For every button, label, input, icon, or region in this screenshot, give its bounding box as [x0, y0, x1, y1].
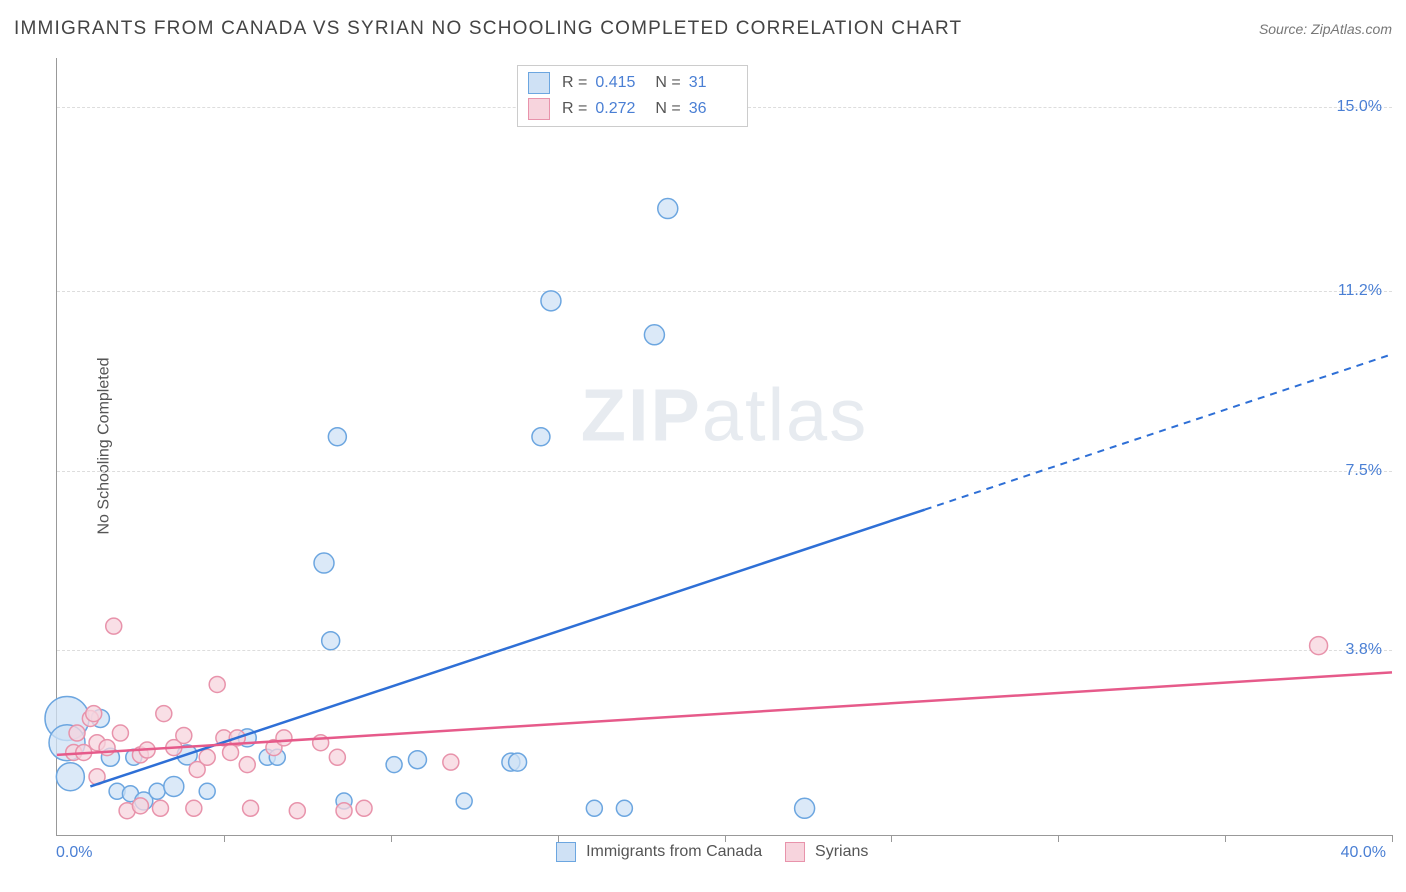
- legend-series2-label: Syrians: [815, 843, 868, 860]
- data-point: [644, 325, 664, 345]
- swatch-icon: [528, 98, 550, 120]
- data-point: [112, 725, 128, 741]
- data-point: [586, 800, 602, 816]
- legend-correlation-box: R = 0.415 N = 31 R = 0.272 N = 36: [517, 65, 748, 127]
- data-point: [276, 730, 292, 746]
- source-label: Source: ZipAtlas.com: [1259, 21, 1392, 37]
- data-point: [456, 793, 472, 809]
- swatch-icon: [528, 72, 550, 94]
- trend-line-extrapolated: [925, 354, 1392, 509]
- data-point: [328, 428, 346, 446]
- data-point: [386, 757, 402, 773]
- x-tick: [558, 835, 559, 842]
- data-point: [69, 725, 85, 741]
- legend-series1-label: Immigrants from Canada: [586, 843, 762, 860]
- data-point: [199, 783, 215, 799]
- legend-series-box: Immigrants from Canada Syrians: [0, 842, 1406, 862]
- data-point: [329, 749, 345, 765]
- data-point: [164, 776, 184, 796]
- x-tick: [1225, 835, 1226, 842]
- legend-row-series2: R = 0.272 N = 36: [528, 96, 737, 122]
- data-point: [209, 676, 225, 692]
- data-point: [152, 800, 168, 816]
- scatter-plot: [57, 58, 1392, 835]
- data-point: [314, 553, 334, 573]
- data-point: [239, 757, 255, 773]
- data-point: [795, 798, 815, 818]
- data-point: [289, 803, 305, 819]
- x-tick: [1058, 835, 1059, 842]
- y-tick-label: 3.8%: [1346, 641, 1382, 659]
- n-value: 31: [689, 74, 737, 92]
- chart-title: IMMIGRANTS FROM CANADA VS SYRIAN NO SCHO…: [14, 18, 962, 40]
- legend-row-series1: R = 0.415 N = 31: [528, 70, 737, 96]
- swatch-icon: [785, 842, 805, 862]
- trend-line: [57, 672, 1392, 755]
- data-point: [616, 800, 632, 816]
- data-point: [176, 727, 192, 743]
- y-tick-label: 11.2%: [1338, 282, 1382, 300]
- data-point: [106, 618, 122, 634]
- data-point: [541, 291, 561, 311]
- data-point: [336, 803, 352, 819]
- x-tick: [725, 835, 726, 842]
- data-point: [1310, 637, 1328, 655]
- x-tick: [391, 835, 392, 842]
- x-tick: [1392, 835, 1393, 842]
- data-point: [356, 800, 372, 816]
- data-point: [223, 744, 239, 760]
- r-label: R =: [562, 74, 587, 92]
- n-label: N =: [655, 74, 680, 92]
- r-value: 0.415: [595, 74, 643, 92]
- data-point: [243, 800, 259, 816]
- x-tick: [891, 835, 892, 842]
- data-point: [156, 706, 172, 722]
- data-point: [56, 763, 84, 791]
- data-point: [199, 749, 215, 765]
- data-point: [658, 199, 678, 219]
- swatch-icon: [556, 842, 576, 862]
- data-point: [86, 706, 102, 722]
- y-tick-label: 7.5%: [1346, 462, 1382, 480]
- data-point: [509, 753, 527, 771]
- r-value: 0.272: [595, 100, 643, 118]
- data-point: [322, 632, 340, 650]
- chart-plot-area: ZIPatlas R = 0.415 N = 31 R = 0.272 N = …: [56, 58, 1392, 836]
- data-point: [186, 800, 202, 816]
- data-point: [149, 783, 165, 799]
- data-point: [443, 754, 459, 770]
- data-point: [132, 798, 148, 814]
- x-tick: [224, 835, 225, 842]
- r-label: R =: [562, 100, 587, 118]
- n-value: 36: [689, 100, 737, 118]
- data-point: [408, 751, 426, 769]
- y-tick-label: 15.0%: [1337, 98, 1382, 116]
- data-point: [532, 428, 550, 446]
- n-label: N =: [655, 100, 680, 118]
